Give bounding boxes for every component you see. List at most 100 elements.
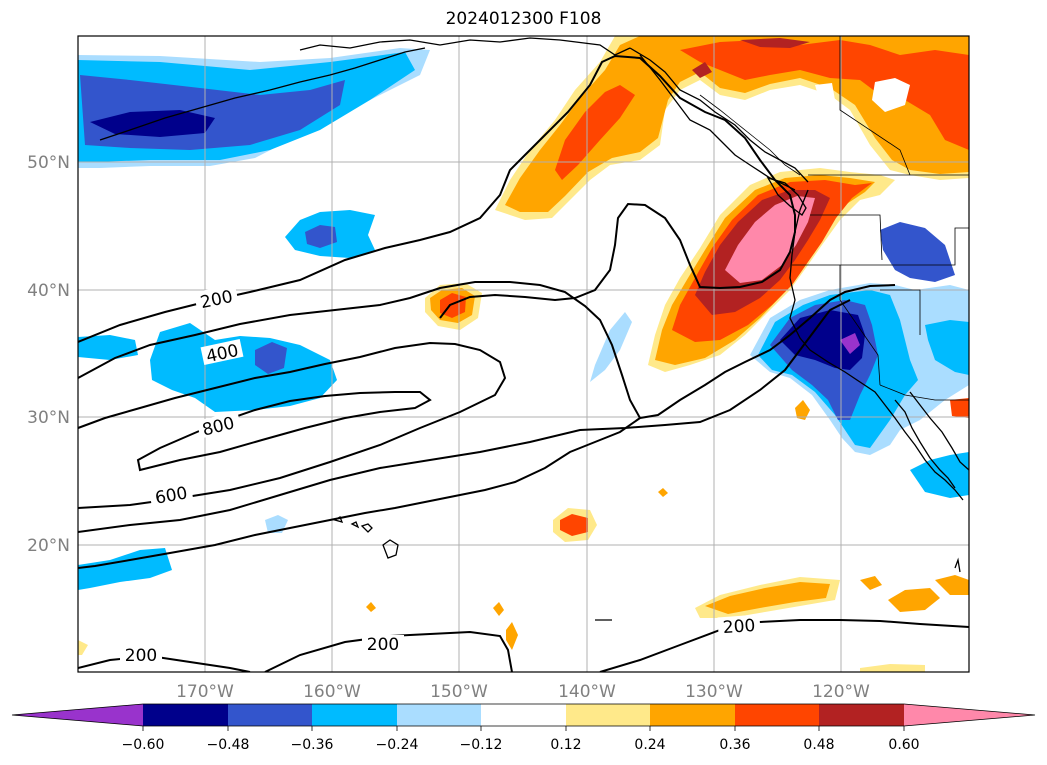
map-gridlines [78,36,969,672]
lon-label-150w: 150°W [430,682,488,702]
contour-label-bg-200-east [717,614,761,636]
positive-anomaly-canada-blob [692,62,712,78]
contour-200-north [78,54,796,343]
colorbar-label-1: −0.60 [122,737,165,753]
contour-label-bg-200-west [120,646,162,664]
island-hawaii-4 [350,521,360,529]
colorbar-segment-1 [143,704,228,726]
positive-anomaly-small-1 [795,400,810,420]
lat-label-40n: 40°N [27,281,70,301]
contour-label-200-south: 200 [367,635,399,655]
negative-anomaly-blob-southwest [78,548,172,590]
height-contours [78,54,969,672]
coastline-vancouver-island [766,176,807,216]
lon-label-140w: 140°W [558,682,616,702]
positive-anomaly-small-3 [860,576,882,590]
border-state-1 [810,214,883,261]
colorbar-label-10: 0.60 [888,737,919,753]
positive-anomaly-clear-hole2 [815,83,835,102]
coastline-alaska-south [299,37,631,56]
contour-label-200-west: 200 [125,646,157,666]
island-small-2 [954,557,961,573]
positive-anomaly-pnw-max [725,196,815,283]
negative-anomaly-blob-central-core [255,342,287,374]
colorbar-label-4: −0.24 [376,737,419,753]
positive-anomaly-southeast-blob [888,588,940,612]
contour-200-south2 [264,630,513,672]
colorbar-segment-9 [819,704,904,726]
colorbar-label-7: 0.24 [634,737,665,753]
positive-anomaly-east-edge [935,575,969,595]
colorbar-label-2: −0.48 [207,737,250,753]
positive-anomaly-bottom [860,664,925,672]
lon-label-170w: 170°W [176,682,234,702]
contour-600 [78,341,507,509]
contour-label-200-east: 200 [722,616,756,638]
negative-anomaly-blob-narrow [590,312,632,382]
lat-label-20n: 20°N [27,536,70,556]
positive-anomaly-gulf-alaska-inner [505,36,969,212]
border-state-2 [792,227,969,266]
coastline-gulf-california [909,391,969,471]
island-hawaii-2 [360,523,373,533]
border-us-mexico [879,384,969,401]
map-frame [77,35,970,673]
contour-label-bg-200-south [362,635,404,653]
contour-600-lower [78,299,851,533]
contour-200-southeast [599,619,969,672]
colorbar-segment-4 [397,704,481,726]
positive-anomaly-small-4 [493,602,504,616]
colorbar-label-9: 0.48 [803,737,834,753]
positive-anomaly-west-edge [78,640,88,655]
lon-label-160w: 160°W [303,682,361,702]
positive-anomaly-small-6 [658,488,668,497]
lat-label-50n: 50°N [27,153,70,173]
colorbar-segment-6 [566,704,650,726]
positive-anomaly-south-streak-inner [705,582,830,614]
colorbar-segment-7 [650,704,735,726]
positive-anomaly-clear-hole [872,78,910,112]
negative-anomaly-california-max [840,333,860,354]
colorbar-extend-high [904,704,1035,726]
coastlines [99,37,969,621]
positive-anomaly-small-5 [366,602,376,612]
lon-label-120w: 120°W [812,682,870,702]
island-hawaii-1 [382,539,399,559]
coastline-baja [894,399,956,489]
contour-label-bg-400 [200,339,244,365]
positive-anomaly-small-7 [506,622,518,650]
contour-200-south [78,654,251,672]
colorbar-label-6: 0.12 [550,737,581,753]
lon-label-130w: 130°W [685,682,743,702]
colorbar-label-3: −0.36 [291,737,334,753]
political-borders [699,36,969,401]
longitude-labels: 170°W 160°W 150°W 140°W 130°W 120°W [176,682,870,702]
colorbar-label-8: 0.36 [719,737,750,753]
negative-anomaly-blob-west [78,335,138,360]
latitude-labels: 50°N 40°N 30°N 20°N [27,153,70,556]
positive-anomaly-small-2 [950,398,969,418]
negative-anomaly-blob-central [150,323,337,412]
colorbar-segment-5 [481,704,566,726]
contour-label-bg-600 [148,481,194,507]
coastline-aleutians [99,47,426,141]
colorbar-segment-3 [312,704,397,726]
coastline-west-us [789,189,964,501]
coastline-southeast-alaska [629,47,809,183]
positive-anomaly-canada-strong [740,38,810,48]
negative-anomaly-rockies [880,222,955,282]
colorbar-extend-low [12,704,143,726]
negative-anomaly-blob-small [265,515,288,533]
contour-200-east [78,417,641,569]
border-alaska-canada [699,94,801,176]
positive-anomaly-canada-mid [680,40,969,150]
colorbar: −0.60 −0.48 −0.36 −0.24 −0.12 0.12 0.24 … [11,703,1036,753]
contour-label-bg-200 [193,283,239,311]
contour-label-bg-800 [196,410,242,439]
negative-anomaly-rockies-outer [925,320,969,375]
lat-label-30n: 30°N [27,408,70,428]
page-title: 2024012300 F108 [445,9,602,29]
border-canada-provinces [839,36,911,176]
contour-400 [78,281,896,420]
